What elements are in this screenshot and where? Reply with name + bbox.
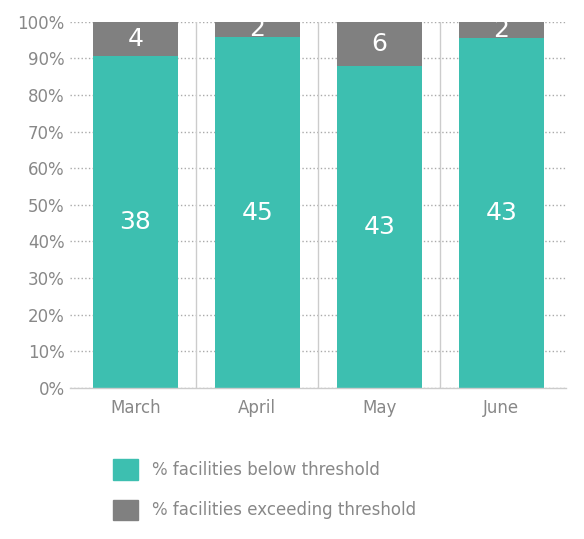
Bar (93, 57, 178, 388)
Bar (458, 22, 544, 38)
Bar (214, 37, 300, 388)
Bar (214, 22, 300, 37)
Bar (336, 22, 422, 66)
Text: 2: 2 (249, 17, 265, 42)
Text: 6: 6 (371, 32, 387, 56)
Text: 43: 43 (485, 201, 517, 225)
Text: 2: 2 (493, 18, 509, 42)
Text: 4: 4 (127, 27, 143, 51)
Bar (336, 66, 422, 388)
Bar (93, 22, 178, 57)
Bar (458, 38, 544, 388)
Text: 43: 43 (363, 215, 395, 239)
Text: 45: 45 (241, 201, 273, 225)
Legend: % facilities below threshold, % facilities exceeding threshold: % facilities below threshold, % faciliti… (113, 459, 416, 520)
Text: 38: 38 (119, 210, 151, 234)
